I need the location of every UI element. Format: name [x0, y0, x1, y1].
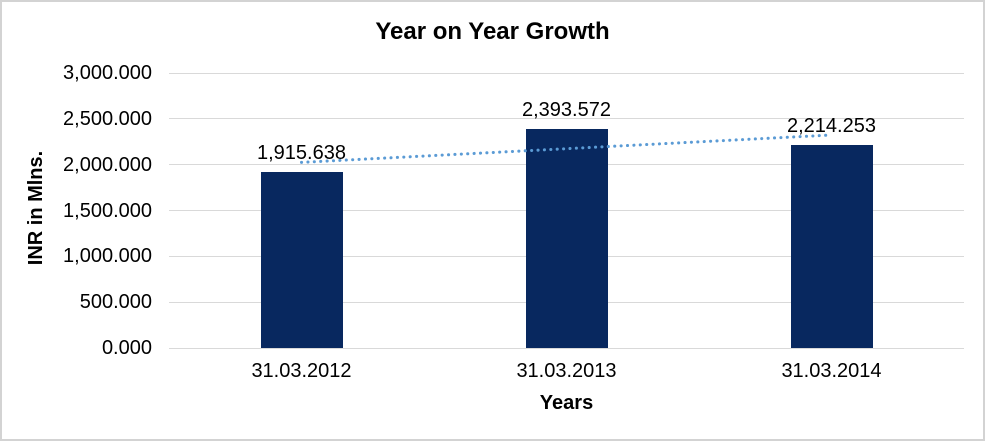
y-axis-tick-label: 2,000.000 [63, 153, 152, 176]
trendline [300, 133, 833, 164]
bar-value-label: 2,393.572 [522, 98, 611, 121]
bar [525, 128, 608, 348]
gridline [169, 347, 964, 349]
x-axis-category-label: 31.03.2012 [251, 360, 352, 382]
x-axis-category-label: 31.03.2014 [781, 360, 882, 382]
y-axis-tick-label: 3,000.000 [63, 62, 152, 84]
y-axis-tick-label: 0.000 [101, 337, 152, 359]
gridline [169, 72, 964, 74]
plot-area [169, 72, 964, 349]
bar-value-label: 1,915.638 [257, 142, 346, 165]
chart-title: Year on Year Growth [375, 18, 610, 45]
x-axis-title: Years [539, 392, 594, 414]
bar-value-label: 2,214.253 [787, 115, 876, 138]
x-axis-category-label: 31.03.2013 [516, 360, 617, 382]
bar [260, 172, 343, 348]
y-axis-tick-label: 2,500.000 [63, 107, 152, 130]
gridline [169, 118, 964, 120]
y-axis-tick-label: 500.000 [79, 291, 152, 314]
y-axis-tick-label: 1,500.000 [63, 199, 152, 222]
bar [790, 145, 873, 348]
y-axis-tick-label: 1,000.000 [63, 245, 152, 268]
